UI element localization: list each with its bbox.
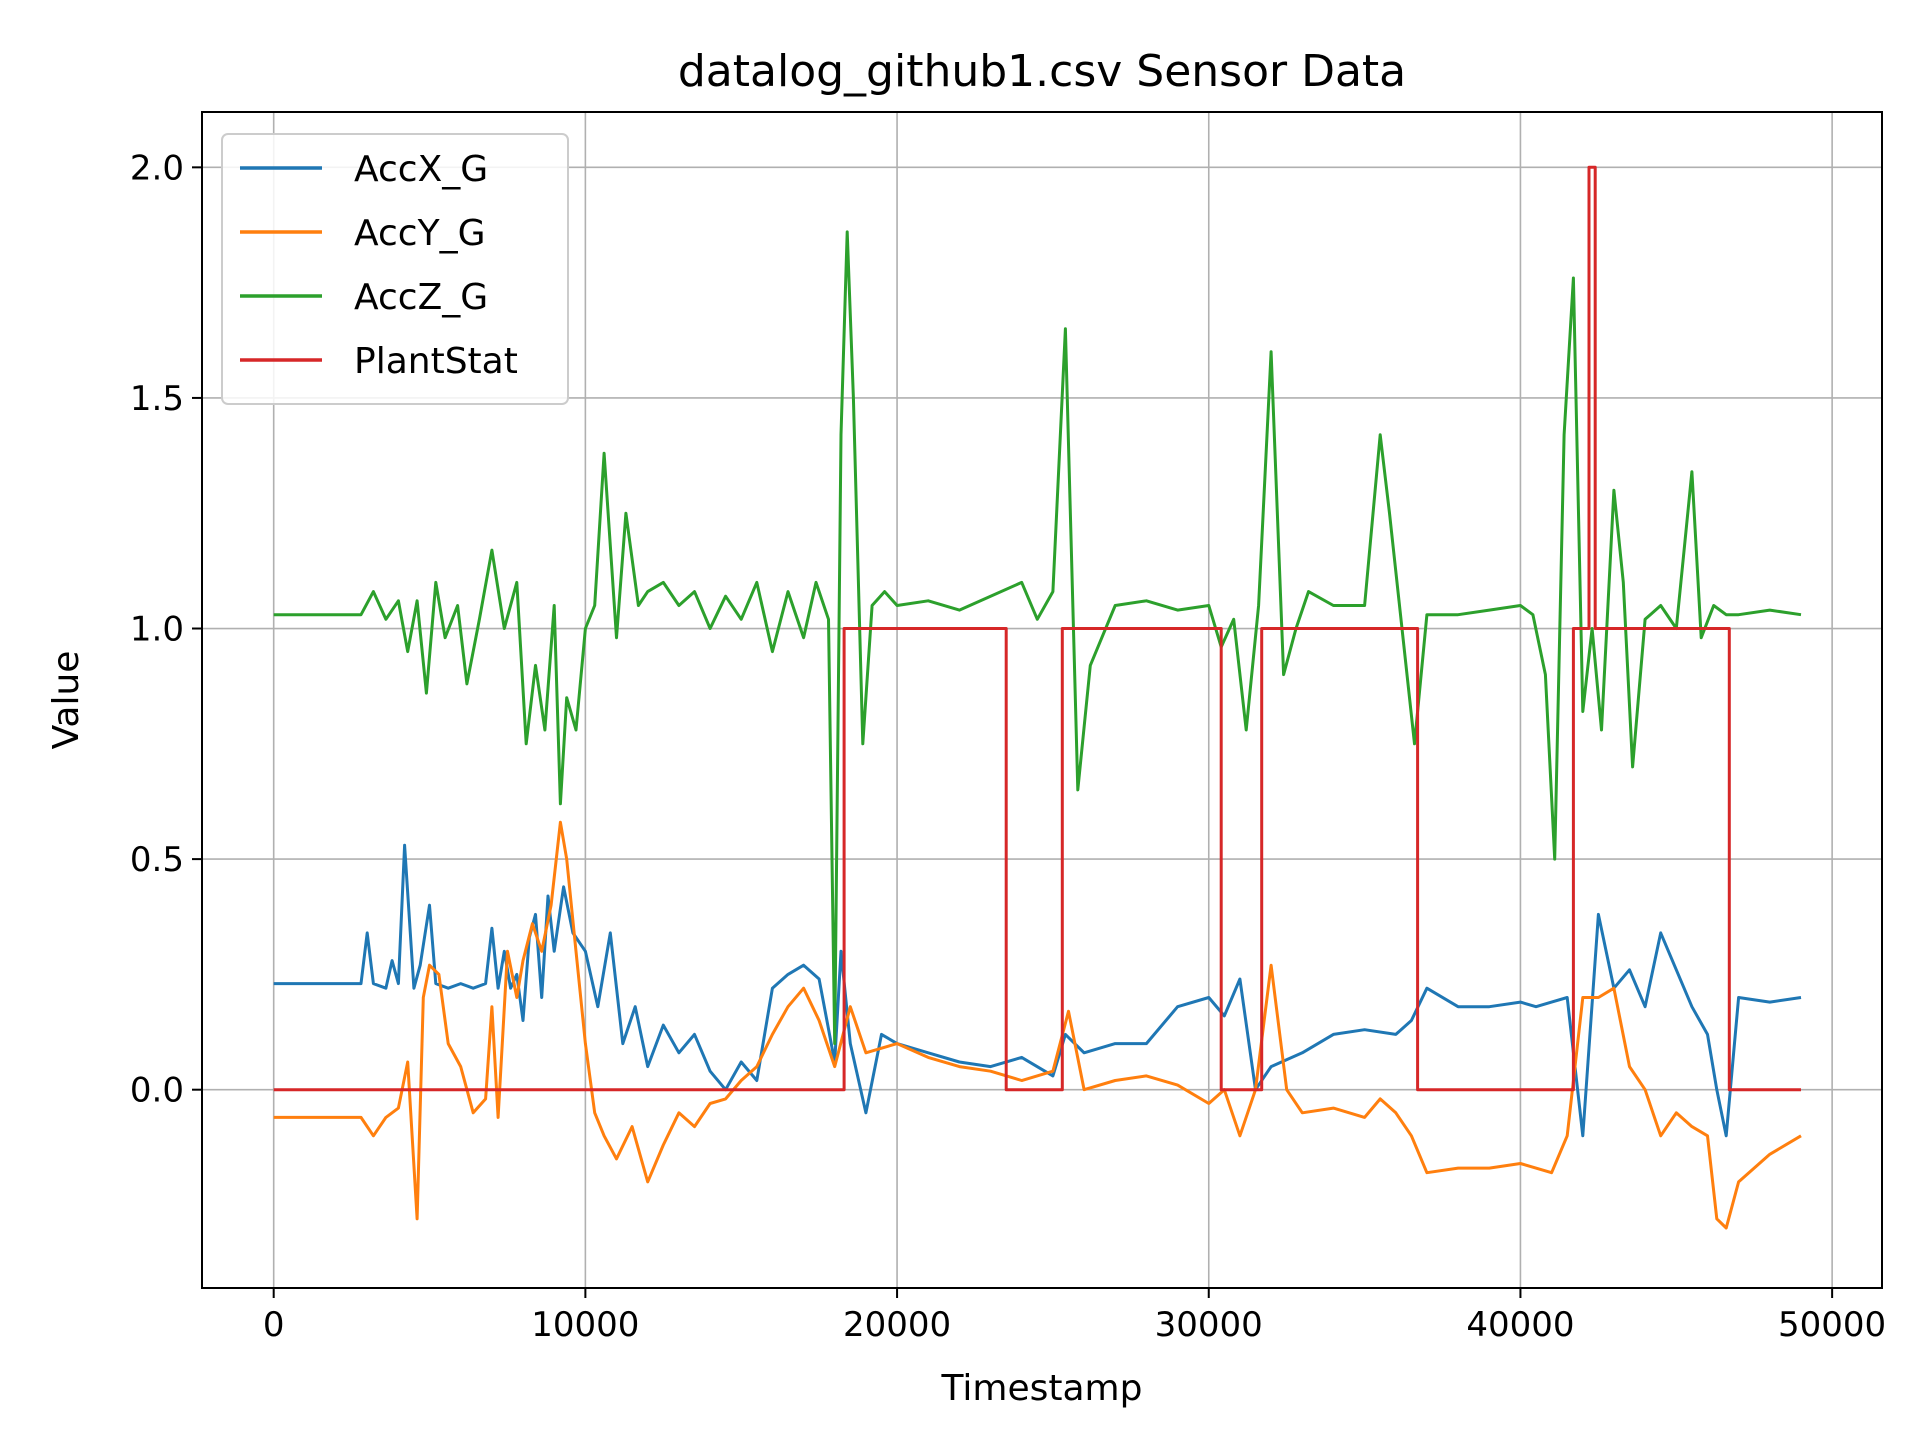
series-line-accx-g bbox=[273, 843, 1802, 1138]
y-tick-label: 2.0 bbox=[130, 148, 184, 188]
y-tick-label: 0.5 bbox=[130, 840, 184, 880]
x-tick-label: 30000 bbox=[1155, 1305, 1263, 1345]
x-axis: 0 10000 20000 30000 40000 50000 bbox=[263, 1288, 1886, 1345]
series-line-accy-g bbox=[273, 820, 1802, 1230]
series-line-plantstat bbox=[273, 165, 1801, 1092]
y-axis-label: Value bbox=[46, 651, 87, 750]
x-tick-label: 40000 bbox=[1466, 1305, 1574, 1345]
x-axis-label: Timestamp bbox=[941, 1368, 1143, 1409]
x-tick-label: 50000 bbox=[1778, 1305, 1886, 1345]
y-tick-label: 1.5 bbox=[130, 379, 184, 419]
plot-frame bbox=[201, 111, 1883, 1289]
y-axis: 0.0 0.5 1.0 1.5 2.0 bbox=[130, 148, 202, 1111]
x-tick-label: 0 bbox=[263, 1305, 285, 1345]
legend-label-plantstat: PlantStat bbox=[354, 341, 518, 382]
x-tick-label: 20000 bbox=[843, 1305, 951, 1345]
legend-label-accy-g: AccY_G bbox=[354, 213, 485, 254]
y-tick-label: 1.0 bbox=[130, 610, 184, 650]
legend: AccX_G AccY_G AccZ_G PlantStat bbox=[221, 133, 569, 405]
x-tick-label: 10000 bbox=[531, 1305, 639, 1345]
legend-frame bbox=[221, 133, 569, 405]
legend-label-accx-g: AccX_G bbox=[354, 149, 488, 190]
chart-title: datalog_github1.csv Sensor Data bbox=[678, 46, 1406, 97]
plot-series bbox=[273, 165, 1802, 1230]
grid bbox=[202, 112, 1882, 1288]
y-tick-label: 0.0 bbox=[130, 1071, 184, 1111]
legend-label-accz-g: AccZ_G bbox=[354, 277, 488, 318]
series-line-accz-g bbox=[273, 230, 1802, 1046]
